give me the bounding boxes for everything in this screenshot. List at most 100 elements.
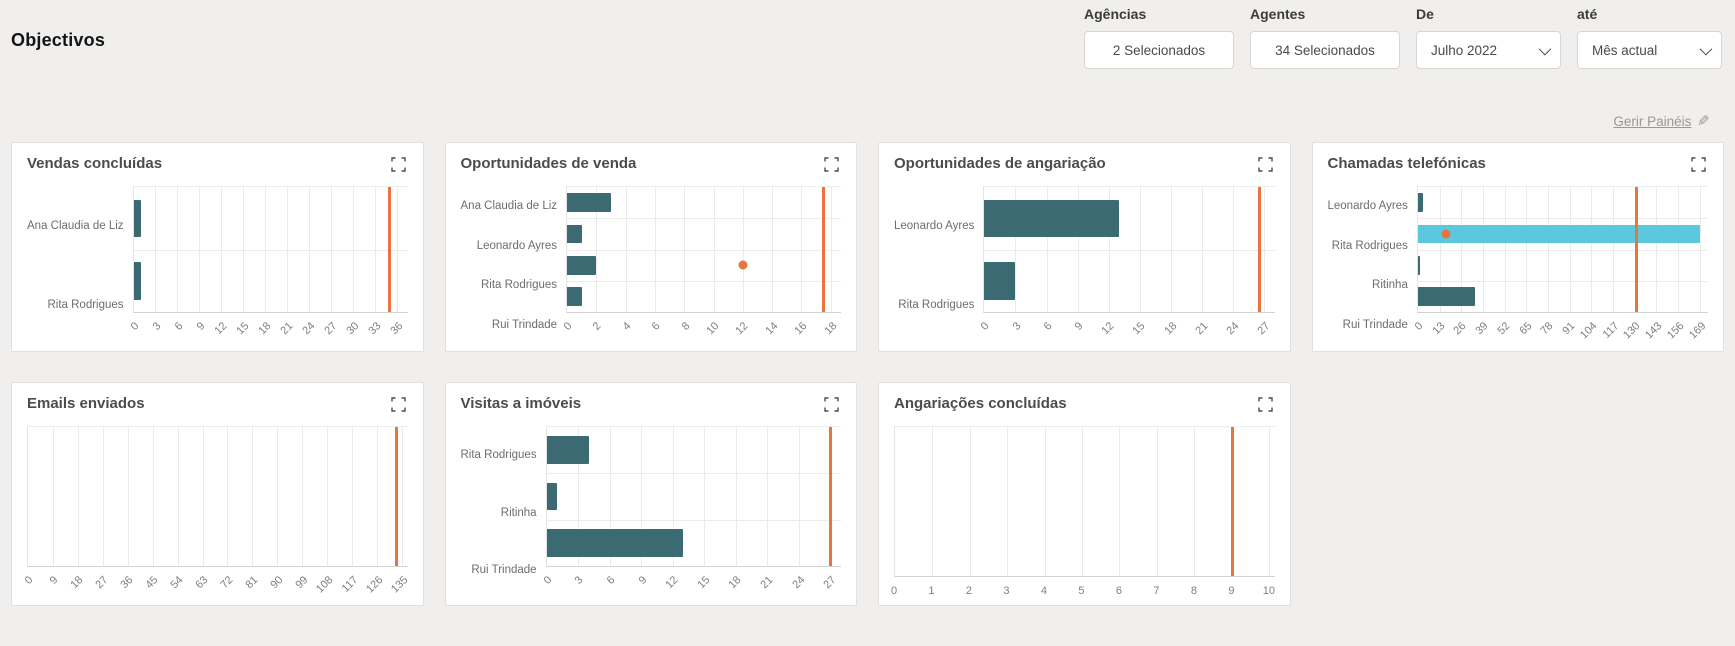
pencil-icon: ✎ bbox=[1697, 113, 1710, 130]
filter-de: De Julho 2022 bbox=[1416, 6, 1561, 69]
gridline bbox=[1119, 427, 1121, 576]
gridline bbox=[609, 427, 611, 566]
gridline bbox=[969, 427, 971, 576]
bar bbox=[133, 199, 141, 237]
expand-icon[interactable] bbox=[822, 395, 841, 414]
filter-label-agencias: Agências bbox=[1084, 6, 1147, 22]
bar bbox=[1417, 193, 1423, 212]
plot-wrap: 0 3 6 9 12 15 18 21 24 27 bbox=[979, 186, 1275, 345]
gridline bbox=[401, 427, 403, 566]
chart-title: Angariações concluídas bbox=[894, 395, 1067, 412]
expand-icon[interactable] bbox=[1256, 395, 1275, 414]
tick-label: 0 bbox=[890, 585, 898, 597]
target-line bbox=[388, 187, 392, 312]
gridline bbox=[567, 249, 841, 251]
bar-chart: 0 1 2 3 4 5 6 7 8 9 10 bbox=[891, 418, 1275, 599]
date-from-select[interactable]: Julho 2022 bbox=[1416, 31, 1561, 69]
plot-area bbox=[1416, 186, 1708, 313]
gridline bbox=[1417, 218, 1708, 220]
plot-area bbox=[27, 426, 408, 567]
bar-chart: Rita Rodrigues Ritinha Rui Trindade 0 3 6 9 12 1… bbox=[460, 418, 841, 599]
value-axis: 0 13 26 39 52 65 78 91 104 117 130 143 156 169 bbox=[1413, 313, 1709, 345]
filter-ate: até Mês actual bbox=[1577, 6, 1722, 69]
expand-icon[interactable] bbox=[1256, 155, 1275, 174]
filter-agentes: Agentes 34 Selecionados bbox=[1250, 6, 1400, 69]
bar-chart: Ana Claudia de Liz Leonardo Ayres Rita Rod… bbox=[461, 178, 841, 345]
category-label: Rita Rodrigues bbox=[1331, 239, 1408, 252]
agencias-value: 2 Selecionados bbox=[1112, 42, 1206, 58]
tick-label: 1 bbox=[928, 585, 935, 597]
date-to-select[interactable]: Mês actual bbox=[1577, 31, 1722, 69]
gridline bbox=[352, 427, 354, 566]
gridline bbox=[1417, 249, 1708, 251]
bar-chart: Leonardo Ayres Rita Rodrigues Ritinha Rui T… bbox=[1328, 178, 1709, 345]
category-label: Rita Rodrigues bbox=[460, 448, 537, 461]
chart-card-header: Angariações concluídas bbox=[894, 395, 1275, 414]
chart-card: Emails enviados 0 9 18 27 36 45 54 63 72 81 90 99 108… bbox=[11, 382, 424, 606]
category-axis: Leonardo Ayres Rita Rodrigues bbox=[894, 186, 983, 345]
target-line bbox=[829, 427, 833, 566]
tick-label: 5 bbox=[1078, 585, 1085, 597]
gridline bbox=[672, 427, 674, 566]
tick-label: 27 bbox=[1255, 320, 1273, 338]
plot-area bbox=[983, 186, 1275, 313]
gridline bbox=[202, 427, 204, 566]
gridline bbox=[277, 427, 279, 566]
goal-dot bbox=[1441, 229, 1451, 239]
tick-label: 9 bbox=[1228, 585, 1235, 597]
date-to-value: Mês actual bbox=[1592, 42, 1658, 58]
plot-area bbox=[132, 186, 408, 313]
expand-icon[interactable] bbox=[1689, 155, 1708, 174]
gridline bbox=[704, 427, 706, 566]
bar bbox=[1417, 224, 1700, 244]
expand-icon[interactable] bbox=[389, 395, 408, 414]
chart-title: Oportunidades de venda bbox=[460, 155, 637, 172]
value-axis: 0 9 18 27 36 45 54 63 72 81 90 99 108 117 126 135 bbox=[23, 567, 411, 599]
gridline bbox=[567, 218, 841, 220]
gridline bbox=[1081, 427, 1083, 576]
plot-wrap: 0 3 6 9 12 15 18 21 24 27 bbox=[541, 426, 841, 599]
chart-card: Oportunidades de venda Ana Claudia de Liz… bbox=[444, 142, 857, 352]
chart-title: Vendas concluídas bbox=[27, 155, 163, 172]
plot-wrap: 0 2 4 6 8 10 12 14 16 18 bbox=[562, 186, 841, 345]
category-label: Rita Rodrigues bbox=[480, 279, 558, 292]
category-label: Rui Trindade bbox=[491, 319, 558, 332]
category-axis: Ana Claudia de Liz Leonardo Ayres Rita Rod… bbox=[461, 186, 567, 345]
bar bbox=[546, 528, 684, 557]
page-title: Objectivos bbox=[11, 30, 106, 50]
value-axis: 0 2 4 6 8 10 12 14 16 18 bbox=[562, 313, 841, 345]
target-line bbox=[395, 427, 399, 566]
gridline bbox=[567, 280, 841, 282]
chevron-down-icon bbox=[1699, 42, 1713, 55]
agentes-multiselect[interactable]: 34 Selecionados bbox=[1250, 31, 1400, 69]
chart-card: Visitas a imóveis Rita Rodrigues Ritinha Ru… bbox=[444, 382, 857, 606]
filter-agencias: Agências 2 Selecionados bbox=[1084, 6, 1234, 69]
gridline bbox=[641, 427, 643, 566]
bar bbox=[567, 287, 582, 306]
gridline bbox=[52, 427, 54, 566]
plot-wrap: 0 1 2 3 4 5 6 7 8 9 10 bbox=[891, 426, 1275, 599]
expand-icon[interactable] bbox=[389, 155, 408, 174]
bar-chart: 0 9 18 27 36 45 54 63 72 81 90 99 108 117 126 135 bbox=[23, 418, 411, 599]
chart-card-header: Vendas concluídas bbox=[27, 155, 408, 174]
tick-label: 10 bbox=[1262, 585, 1275, 597]
gridline bbox=[1194, 427, 1196, 576]
gridline bbox=[177, 427, 179, 566]
chevron-down-icon bbox=[1538, 42, 1552, 55]
gridline bbox=[127, 427, 129, 566]
expand-icon[interactable] bbox=[822, 155, 841, 174]
gridline bbox=[1417, 280, 1708, 282]
chart-card: Vendas concluídas Ana Claudia de Liz Rita … bbox=[11, 142, 424, 352]
gridline bbox=[327, 427, 329, 566]
charts-grid: Vendas concluídas Ana Claudia de Liz Rita … bbox=[11, 142, 1724, 606]
manage-panels-link[interactable]: Gerir Painéis bbox=[1613, 113, 1692, 129]
bar bbox=[984, 262, 1016, 300]
plot-wrap: 0 3 6 9 12 15 18 21 24 27 30 33 36 bbox=[128, 186, 408, 345]
category-label: Ritinha bbox=[1372, 279, 1408, 292]
plot-area bbox=[566, 186, 841, 313]
header: Objectivos Agências 2 Selecionados Agent… bbox=[11, 0, 1724, 130]
tick-label: 8 bbox=[1190, 585, 1197, 597]
gridline bbox=[735, 427, 737, 566]
agencias-multiselect[interactable]: 2 Selecionados bbox=[1084, 31, 1234, 69]
